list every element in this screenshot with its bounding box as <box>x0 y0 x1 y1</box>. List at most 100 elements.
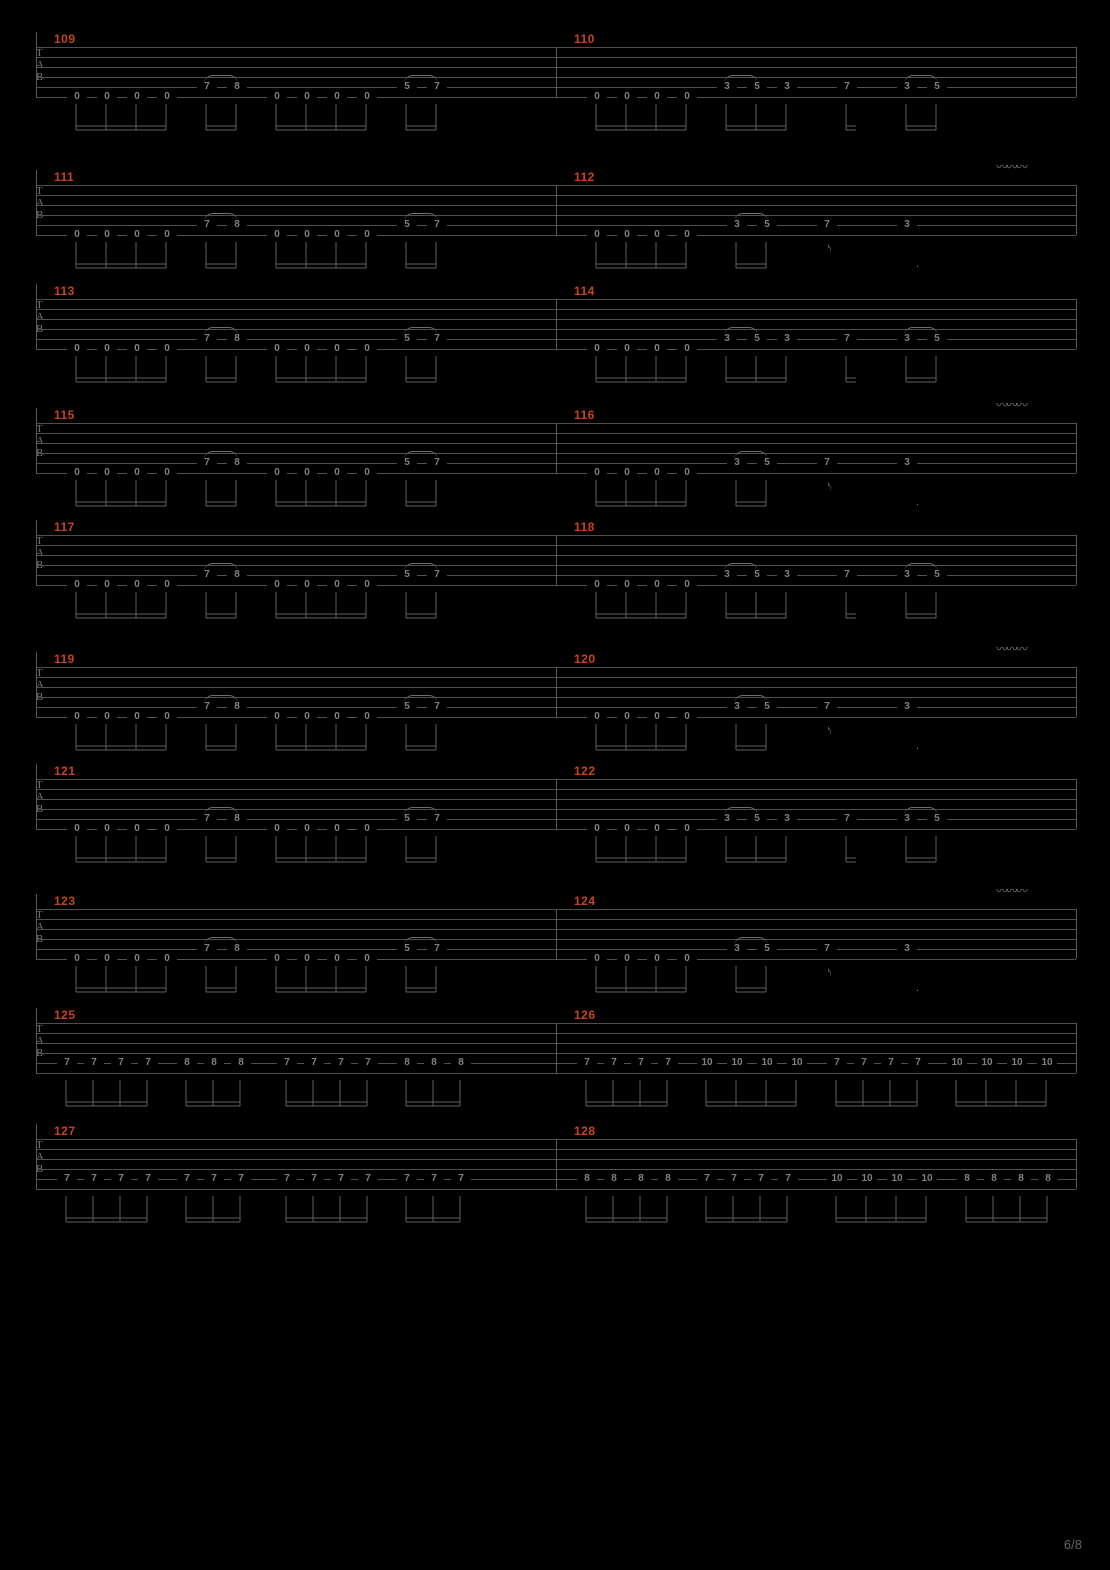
tab-fret: 5 <box>927 813 947 824</box>
tab-fret: 5 <box>757 943 777 954</box>
barline <box>1076 779 1077 829</box>
tab-fret: 3 <box>777 813 797 824</box>
tab-fret: 0 <box>67 91 87 102</box>
tab-fret: 0 <box>617 711 637 722</box>
tab-fret: 0 <box>327 343 347 354</box>
beam-stems <box>36 1078 1076 1114</box>
tab-fret: 8 <box>577 1173 597 1184</box>
tab-fret: 0 <box>127 229 147 240</box>
measure-number: 115 <box>54 408 75 422</box>
tab-fret: 8 <box>177 1057 197 1068</box>
tab-fret: 0 <box>97 579 117 590</box>
tab-fret: 7 <box>837 813 857 824</box>
tab-fret: 0 <box>587 953 607 964</box>
tab-fret: 0 <box>587 91 607 102</box>
tab-fret: 7 <box>427 943 447 954</box>
tab-fret: 8 <box>204 1057 224 1068</box>
measure-number: 116 <box>574 408 595 422</box>
tab-fret: 0 <box>297 579 317 590</box>
tab-fret: 10 <box>947 1057 967 1068</box>
tab-fret: 0 <box>357 953 377 964</box>
tab-fret: 7 <box>604 1057 624 1068</box>
tab-fret: 5 <box>757 219 777 230</box>
tab-fret: 0 <box>67 953 87 964</box>
tab-fret: 10 <box>697 1057 717 1068</box>
tab-fret: 0 <box>327 711 347 722</box>
barline <box>1076 1023 1077 1073</box>
measure-number: 110 <box>574 32 595 46</box>
tab-fret: 5 <box>927 81 947 92</box>
tab-fret: 0 <box>297 467 317 478</box>
tab-fret: 3 <box>897 701 917 712</box>
tab-fret: 8 <box>631 1173 651 1184</box>
tab-fret: 0 <box>617 91 637 102</box>
measure-number: 114 <box>574 284 595 298</box>
tab-fret: 10 <box>857 1173 877 1184</box>
tab-fret: 7 <box>231 1173 251 1184</box>
tab-fret: 0 <box>97 91 117 102</box>
tab-fret: 0 <box>587 467 607 478</box>
tab-fret: 7 <box>837 569 857 580</box>
measure-number: 123 <box>54 894 76 908</box>
tab-fret: 0 <box>327 467 347 478</box>
tab-fret: 0 <box>677 579 697 590</box>
barline <box>1076 47 1077 97</box>
beam-stems <box>36 478 1076 514</box>
tab-fret: 10 <box>827 1173 847 1184</box>
tab-fret: 0 <box>587 343 607 354</box>
tab-fret: 0 <box>617 467 637 478</box>
tab-fret: 0 <box>327 823 347 834</box>
tab-fret: 10 <box>977 1057 997 1068</box>
beam-stems <box>36 964 1076 1000</box>
tab-fret: 0 <box>647 467 667 478</box>
tab-fret: 0 <box>267 229 287 240</box>
tab-fret: 8 <box>227 569 247 580</box>
tab-fret: 7 <box>908 1057 928 1068</box>
barline <box>1076 909 1077 959</box>
tab-fret: 0 <box>357 91 377 102</box>
tab-fret: 10 <box>917 1173 937 1184</box>
tab-fret: 8 <box>397 1057 417 1068</box>
measure-number: 113 <box>54 284 75 298</box>
tab-fret: 10 <box>1007 1057 1027 1068</box>
tab-fret: 8 <box>1038 1173 1058 1184</box>
tab-fret: 0 <box>617 579 637 590</box>
tab-fret: 0 <box>97 711 117 722</box>
measure-number: 127 <box>54 1124 76 1138</box>
barline <box>1076 667 1077 717</box>
tab-fret: 0 <box>157 91 177 102</box>
tab-fret: 0 <box>677 229 697 240</box>
beam-stems <box>36 722 1076 758</box>
tab-fret: 7 <box>57 1173 77 1184</box>
measure-number: 120 <box>574 652 596 666</box>
tab-fret: 7 <box>427 701 447 712</box>
tab-fret: 0 <box>157 953 177 964</box>
barline <box>556 185 557 235</box>
barline <box>556 667 557 717</box>
tab-fret: 3 <box>777 569 797 580</box>
tab-fret: 8 <box>984 1173 1004 1184</box>
tab-fret: 3 <box>897 457 917 468</box>
tab-fret: 0 <box>677 823 697 834</box>
tab-fret: 0 <box>677 953 697 964</box>
measure-number: 118 <box>574 520 595 534</box>
tab-fret: 0 <box>267 91 287 102</box>
tab-fret: 7 <box>427 219 447 230</box>
tab-fret: 0 <box>67 467 87 478</box>
tab-fret: 7 <box>827 1057 847 1068</box>
tab-fret: 0 <box>647 579 667 590</box>
measure-number: 117 <box>54 520 75 534</box>
tab-fret: 7 <box>817 701 837 712</box>
tab-fret: 0 <box>297 711 317 722</box>
tab-fret: 7 <box>304 1173 324 1184</box>
tab-fret: 7 <box>778 1173 798 1184</box>
measure-number: 126 <box>574 1008 596 1022</box>
tab-fret: 0 <box>677 343 697 354</box>
tab-fret: 3 <box>777 81 797 92</box>
tab-fret: 0 <box>157 711 177 722</box>
tab-fret: 10 <box>887 1173 907 1184</box>
tab-fret: 7 <box>817 943 837 954</box>
tab-fret: 0 <box>67 579 87 590</box>
vibrato-mark: 〰〰〰 <box>996 158 1026 175</box>
tab-fret: 0 <box>647 229 667 240</box>
